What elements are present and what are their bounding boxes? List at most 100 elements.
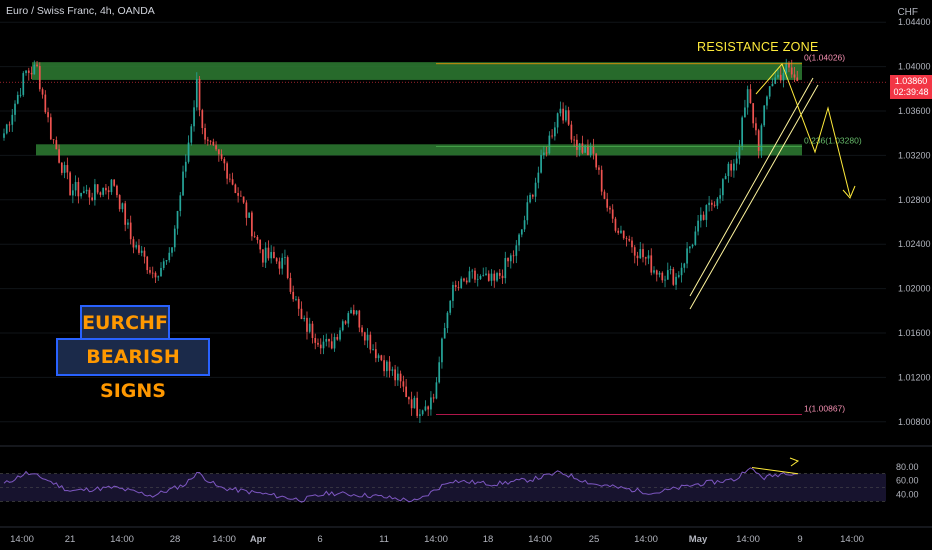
candle-body: [300, 308, 303, 320]
candle-body: [600, 169, 603, 192]
candle-body: [388, 361, 391, 371]
candle-body: [245, 202, 248, 218]
resistance-zone-box[interactable]: [36, 144, 802, 156]
time-tick-label: 6: [317, 534, 322, 545]
candle-body: [581, 143, 584, 153]
candle-body: [179, 195, 182, 211]
candle-body: [559, 108, 562, 114]
candle-body: [16, 94, 19, 104]
price-tick-label: 1.03600: [898, 106, 931, 116]
channel-line-upper[interactable]: [689, 84, 819, 310]
candle-body: [311, 323, 314, 338]
candle-body: [328, 339, 330, 342]
time-tick-label: 21: [65, 534, 76, 545]
candle-body: [135, 245, 138, 248]
candle-body: [771, 83, 774, 87]
candle-body: [242, 196, 245, 203]
candle-body: [760, 125, 763, 151]
time-axis[interactable]: 14:00 21 14:00 28 14:00 Apr 6 11 14:00 18 14:00 25 1…: [0, 526, 932, 545]
symbol-title[interactable]: Euro / Swiss Franc, 4h, OANDA: [6, 5, 155, 17]
candle-body: [669, 269, 672, 271]
candle-body: [702, 214, 705, 220]
rsi-tick-label: 40.00: [896, 489, 919, 499]
candle-body: [727, 163, 730, 177]
rsi-divergence-line[interactable]: [751, 466, 799, 475]
candle-body: [94, 184, 96, 201]
channel-line-lower[interactable]: [689, 77, 814, 297]
candle-body: [416, 397, 419, 416]
candle-body: [796, 77, 799, 82]
fib-label-1: 1(1.00867): [804, 403, 845, 413]
candle-body: [642, 249, 644, 258]
candle-body: [330, 341, 333, 349]
candle-body: [118, 195, 121, 210]
candle-body: [350, 310, 352, 314]
candle-body: [102, 187, 105, 195]
candle-body: [231, 179, 234, 185]
candle-body: [168, 252, 171, 261]
candle-body: [686, 248, 688, 264]
candle-body: [176, 210, 179, 229]
candle-body: [457, 287, 460, 288]
candle-body: [633, 247, 636, 256]
rsi-line: [3, 467, 798, 503]
candle-body: [509, 255, 512, 262]
bar-countdown: 02:39:48: [893, 87, 929, 97]
candle-body: [80, 192, 82, 197]
candle-body: [154, 272, 157, 278]
time-tick-label: 14:00: [424, 534, 448, 545]
candle-body: [60, 162, 63, 173]
candle-body: [705, 205, 708, 220]
time-tick-label: 14:00: [212, 534, 236, 545]
price-tick-label: 1.01200: [898, 372, 931, 382]
rsi-panel[interactable]: 80.00 60.00 40.00: [0, 445, 932, 503]
candle-body: [647, 255, 650, 259]
candle-body: [160, 267, 162, 277]
candle-body: [441, 338, 443, 363]
candle-body: [352, 310, 355, 315]
time-tick-label: 9: [797, 534, 802, 545]
candle-body: [165, 260, 168, 262]
candle-body: [719, 195, 721, 199]
candle-body: [69, 172, 71, 196]
resistance-zone-label: RESISTANCE ZONE: [697, 40, 819, 54]
candle-body: [650, 255, 653, 273]
price-tick-label: 1.03200: [898, 150, 931, 160]
candle-body: [716, 198, 719, 206]
candle-body: [212, 141, 215, 146]
candle-body: [256, 236, 259, 240]
candle-body: [598, 167, 600, 170]
candle-body: [755, 123, 757, 131]
candle-body: [452, 284, 454, 301]
candle-body: [485, 273, 487, 276]
candle-body: [38, 66, 41, 90]
candle-body: [402, 381, 405, 387]
candle-body: [204, 128, 206, 140]
candle-body: [317, 342, 319, 345]
currency-label: CHF: [897, 7, 918, 18]
resistance-zones: [32, 62, 802, 156]
candle-body: [443, 328, 446, 339]
price-tick-label: 1.01600: [898, 328, 931, 338]
candle-body: [628, 239, 631, 241]
candle-body: [113, 179, 116, 186]
candle-body: [262, 249, 264, 263]
candle-body: [295, 298, 297, 300]
candle-body: [11, 114, 14, 125]
candle-body: [215, 145, 217, 150]
candle-body: [275, 258, 278, 262]
candle-body: [107, 190, 110, 193]
candle-body: [763, 105, 766, 126]
candle-body: [666, 270, 669, 280]
candle-body: [52, 139, 55, 141]
candle-body: [36, 64, 38, 67]
projection-path[interactable]: [755, 63, 851, 197]
resistance-zone-box[interactable]: [32, 62, 802, 80]
candle-body: [198, 78, 201, 111]
candle-body: [27, 70, 30, 73]
time-tick-label: 14:00: [10, 534, 34, 545]
candle-body: [355, 310, 358, 315]
candle-body: [226, 163, 228, 179]
candle-body: [220, 154, 223, 159]
